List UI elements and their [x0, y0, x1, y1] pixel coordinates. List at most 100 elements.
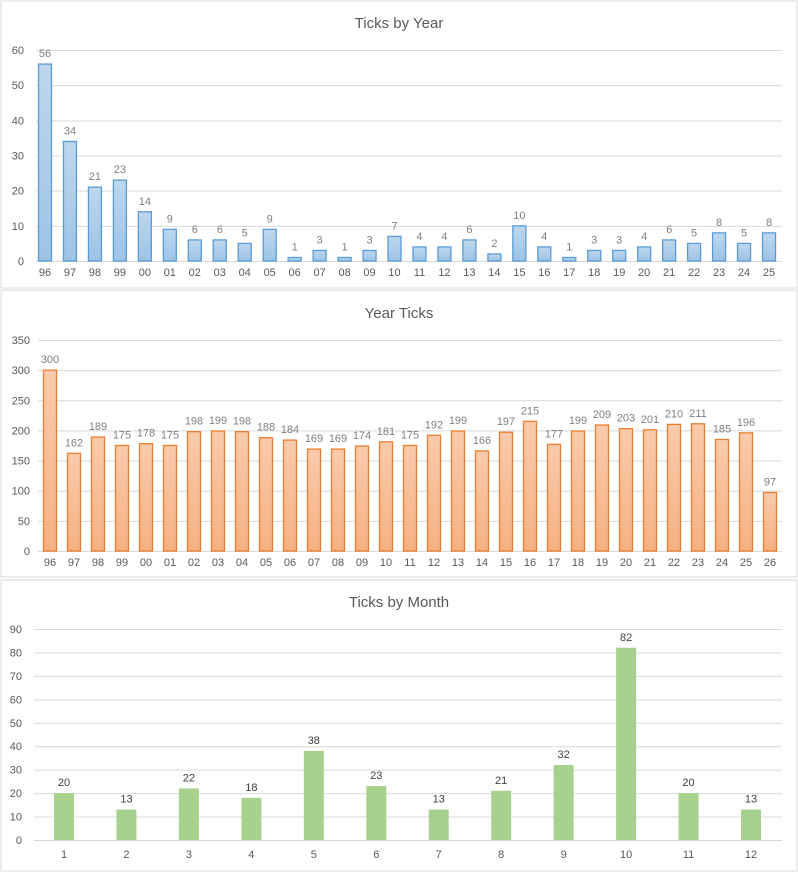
- y-tick-label: 20: [10, 788, 22, 800]
- bar: [210, 430, 226, 552]
- bar: [186, 430, 202, 552]
- data-label: 184: [281, 424, 299, 436]
- x-tick-label: 23: [692, 557, 704, 569]
- data-label: 1: [292, 241, 298, 253]
- x-tick-label: 10: [380, 557, 392, 569]
- bar: [666, 423, 682, 552]
- x-tick-label: 98: [92, 557, 104, 569]
- bar: [62, 140, 78, 262]
- bar: [412, 246, 427, 262]
- x-tick-label: 21: [644, 557, 656, 569]
- data-label: 9: [267, 213, 273, 225]
- bar: [366, 786, 387, 840]
- x-tick-label: 04: [236, 557, 248, 569]
- data-label: 5: [691, 227, 697, 239]
- bar: [522, 420, 538, 552]
- bar: [37, 63, 53, 262]
- x-tick-label: 22: [668, 557, 680, 569]
- data-label: 5: [741, 227, 747, 239]
- bar: [498, 431, 514, 552]
- bar: [428, 809, 449, 840]
- bar: [362, 249, 377, 262]
- data-label: 13: [120, 794, 132, 806]
- data-label: 188: [257, 422, 275, 434]
- data-label: 175: [161, 430, 179, 442]
- data-label: 3: [591, 234, 597, 246]
- data-label: 9: [167, 213, 173, 225]
- bar: [241, 797, 262, 840]
- x-tick-label: 9: [561, 849, 567, 861]
- y-tick-label: 70: [10, 671, 22, 683]
- x-tick-label: 12: [438, 267, 450, 279]
- bar: [137, 211, 153, 262]
- data-label: 203: [617, 413, 635, 425]
- data-label: 4: [541, 231, 547, 243]
- bar: [642, 429, 658, 552]
- bar: [402, 444, 418, 552]
- data-label: 82: [620, 632, 632, 644]
- x-tick-label: 04: [239, 267, 251, 279]
- x-tick-label: 09: [363, 267, 375, 279]
- x-tick-label: 1: [61, 849, 67, 861]
- bar: [354, 445, 370, 552]
- y-tick-label: 50: [18, 516, 30, 528]
- bar: [474, 450, 490, 552]
- y-tick-label: 250: [12, 395, 30, 407]
- data-label: 23: [114, 164, 126, 176]
- bar: [42, 369, 58, 552]
- data-label: 197: [497, 416, 515, 428]
- bar: [553, 764, 574, 840]
- y-tick-label: 50: [12, 80, 24, 92]
- y-tick-label: 0: [16, 835, 22, 847]
- bar: [618, 427, 634, 552]
- x-tick-label: 25: [740, 557, 752, 569]
- x-tick-label: 16: [538, 267, 550, 279]
- x-tick-label: 01: [164, 267, 176, 279]
- data-label: 1: [566, 241, 572, 253]
- data-label: 174: [353, 430, 371, 442]
- x-tick-label: 08: [332, 557, 344, 569]
- x-tick-label: 11: [404, 557, 415, 569]
- bar: [178, 788, 199, 840]
- x-tick-label: 03: [212, 557, 224, 569]
- x-tick-label: 98: [89, 267, 101, 279]
- bar: [762, 491, 778, 552]
- bar: [594, 424, 610, 552]
- bar: [491, 790, 512, 840]
- bar: [87, 186, 103, 262]
- x-tick-label: 96: [39, 267, 51, 279]
- data-label: 6: [466, 224, 472, 236]
- data-label: 34: [64, 125, 76, 137]
- x-tick-label: 17: [563, 267, 575, 279]
- chart-title: Ticks by Month: [349, 594, 449, 611]
- data-label: 215: [521, 405, 539, 417]
- bar: [612, 249, 627, 262]
- data-label: 162: [65, 437, 83, 449]
- bar: [546, 443, 562, 552]
- y-tick-label: 10: [12, 221, 24, 233]
- x-tick-label: 19: [613, 267, 625, 279]
- y-tick-label: 20: [12, 186, 24, 198]
- data-label: 32: [558, 749, 570, 761]
- x-tick-label: 05: [264, 267, 276, 279]
- x-tick-label: 12: [745, 849, 757, 861]
- x-tick-label: 06: [289, 267, 301, 279]
- x-tick-label: 13: [452, 557, 464, 569]
- y-tick-label: 40: [12, 115, 24, 127]
- bar: [741, 809, 761, 840]
- data-label: 198: [185, 416, 203, 428]
- bar: [337, 256, 352, 262]
- y-tick-label: 30: [10, 765, 22, 777]
- bar: [303, 750, 324, 840]
- data-label: 169: [329, 433, 347, 445]
- x-tick-label: 00: [139, 267, 151, 279]
- bar: [462, 239, 477, 262]
- data-label: 7: [391, 220, 397, 232]
- data-label: 3: [366, 234, 372, 246]
- data-label: 169: [305, 433, 323, 445]
- x-tick-label: 10: [620, 849, 632, 861]
- bar: [330, 448, 346, 552]
- data-label: 4: [641, 231, 647, 243]
